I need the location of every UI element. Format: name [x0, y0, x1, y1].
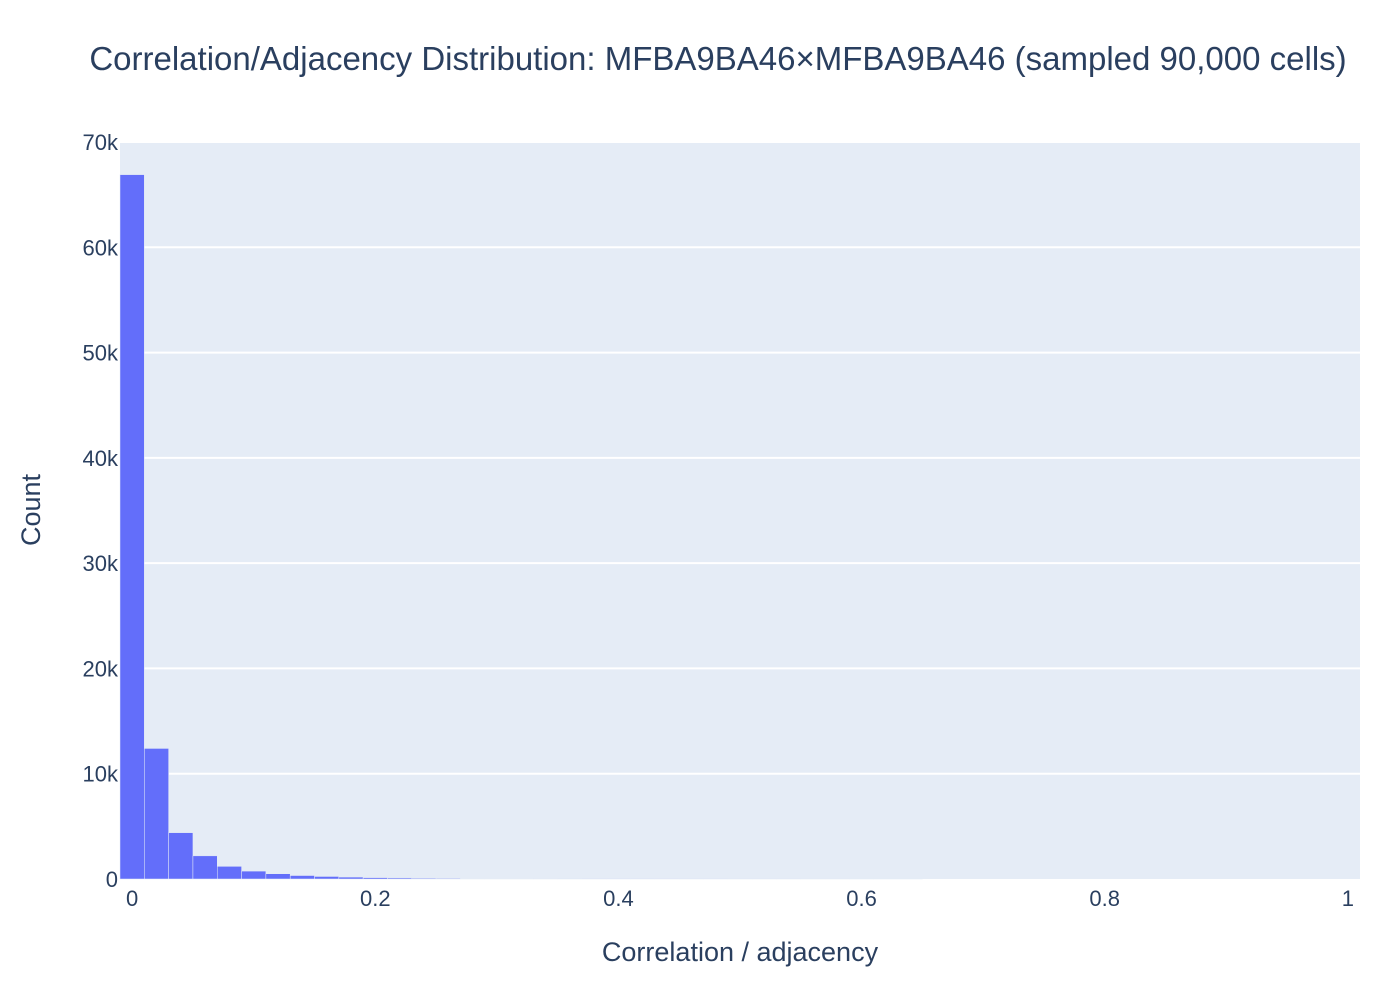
y-tick-label: 50k [83, 341, 119, 366]
histogram-bar[interactable] [362, 877, 388, 880]
histogram-bar[interactable] [314, 876, 340, 880]
histogram-bar[interactable] [411, 877, 437, 880]
x-tick-label: 0.2 [360, 886, 391, 911]
x-tick-label: 1 [1342, 886, 1354, 911]
histogram-bar[interactable] [168, 832, 194, 880]
histogram-bar[interactable] [435, 878, 461, 880]
y-tick-label: 40k [83, 446, 119, 471]
gridlines [120, 141, 1360, 775]
y-tick-label: 30k [83, 551, 119, 576]
histogram-bar[interactable] [217, 866, 242, 880]
y-tick-label: 70k [83, 130, 119, 155]
x-tick-label: 0.8 [1089, 886, 1120, 911]
y-tick-label: 60k [83, 235, 119, 260]
x-axis-title: Correlation / adjacency [602, 937, 879, 967]
histogram-bar[interactable] [119, 174, 145, 880]
histogram-bar[interactable] [192, 855, 218, 880]
histogram-bar[interactable] [265, 873, 291, 880]
histogram-bar[interactable] [387, 877, 413, 880]
chart-title: Correlation/Adjacency Distribution: MFBA… [89, 40, 1346, 77]
y-tick-label: 20k [83, 656, 119, 681]
histogram-bar[interactable] [241, 870, 267, 880]
y-axis-title: Count [16, 473, 46, 546]
histogram-bar[interactable] [338, 876, 364, 880]
y-tick-label: 10k [83, 762, 119, 787]
y-tick-label: 0 [106, 867, 118, 892]
x-tick-label: 0.4 [603, 886, 634, 911]
x-tick-label: 0 [126, 886, 138, 911]
histogram-bar[interactable] [144, 748, 169, 880]
x-tick-label: 0.6 [846, 886, 877, 911]
y-axis-ticks: 0 10k 20k 30k 40k 50k 60k 70k [83, 130, 119, 892]
plot-background [120, 142, 1360, 879]
x-axis-ticks: 0 0.2 0.4 0.6 0.8 1 [126, 886, 1354, 911]
bars [119, 174, 923, 880]
histogram-bar[interactable] [289, 875, 315, 880]
